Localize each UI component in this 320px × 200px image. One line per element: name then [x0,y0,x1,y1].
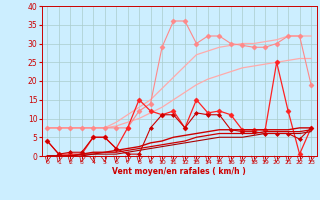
X-axis label: Vent moyen/en rafales ( km/h ): Vent moyen/en rafales ( km/h ) [112,167,246,176]
